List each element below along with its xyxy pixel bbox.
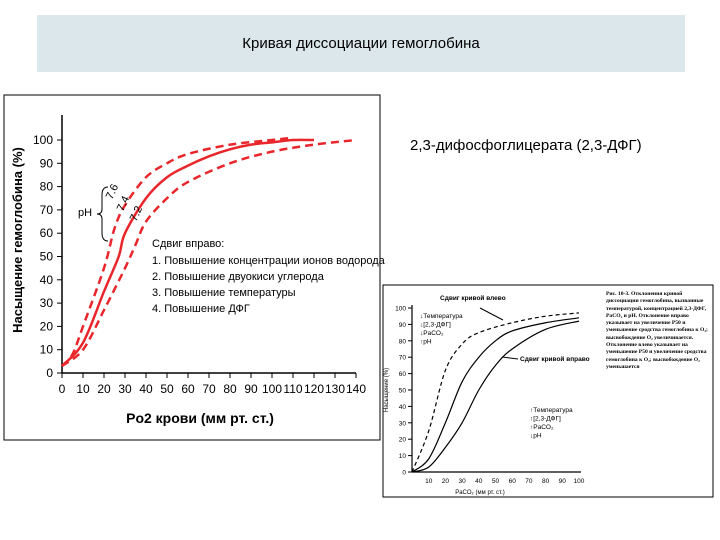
y-tick-label: 10: [40, 343, 54, 357]
y-tick-label: 50: [40, 250, 54, 264]
left-shift-label: Сдвиг кривой влево: [440, 294, 506, 302]
y-tick-label-2: 70: [399, 355, 407, 362]
y-tick-label-2: 20: [399, 437, 407, 444]
right-shift-factor: ↑Температура: [530, 407, 573, 414]
x-tick-label: 60: [181, 382, 195, 396]
y-tick-label: 100: [33, 133, 53, 147]
curve-2-0: [411, 312, 580, 473]
curve-2-1: [411, 317, 580, 473]
x-tick-label: 120: [304, 382, 324, 396]
x-tick-label-2: 90: [559, 478, 567, 485]
x-tick-label: 140: [346, 382, 366, 396]
ph-value-label: 7.4: [115, 194, 132, 213]
x-tick-label-2: 100: [574, 478, 585, 485]
figure-caption: Рис. 10-3. Отклонения кривой диссоциации…: [606, 291, 708, 370]
x-tick-label: 70: [202, 382, 216, 396]
x-tick-label-2: 30: [458, 478, 466, 485]
slide-title-bar: Кривая диссоциации гемоглобина: [37, 15, 685, 72]
ph-value-label: 7.2: [128, 204, 145, 223]
y-tick-label-2: 100: [395, 306, 406, 313]
annotation-item: 4. Повышение ДФГ: [152, 303, 250, 315]
x-tick-label-2: 70: [525, 478, 533, 485]
x-tick-label: 100: [262, 382, 282, 396]
right-shift-label: Сдвиг кривой вправо: [520, 355, 590, 363]
y-tick-label: 90: [40, 156, 54, 170]
annotation-item: 1. Повышение концентрации ионов водорода: [152, 255, 386, 267]
ph-label: pH: [78, 207, 92, 219]
ph-bracket: [96, 186, 109, 242]
x-tick-label: 40: [139, 382, 153, 396]
slide-note: 2,3-дифосфоглицерата (2,3-ДФГ): [410, 137, 642, 154]
y-tick-label-2: 50: [399, 388, 407, 395]
y-tick-label-2: 60: [399, 371, 407, 378]
left-shift-factor: ↓PaCO₂: [420, 330, 444, 337]
ph-value-label: 7.6: [104, 182, 121, 201]
right-shift-arrow: [501, 356, 519, 360]
curve-ph-7.2: [61, 138, 357, 368]
y-tick-label: 0: [46, 366, 53, 380]
chart2-frame: [382, 284, 714, 498]
y-tick-label-2: 80: [399, 338, 407, 345]
x-tick-label: 30: [118, 382, 132, 396]
left-shift-factor: ↓Температура: [420, 313, 463, 320]
right-shift-factor: ↑PaCO₂: [530, 424, 554, 431]
x-axis-label: Po2 крови (мм рт. ст.): [126, 410, 274, 426]
x-tick-label-2: 40: [475, 478, 483, 485]
annotation-item: 2. Повышение двуокиси углерода: [152, 271, 325, 283]
right-shift-factor: ↓pH: [530, 433, 542, 440]
y-tick-label: 80: [40, 180, 54, 194]
x-tick-label: 110: [283, 382, 302, 396]
x-tick-label-2: 10: [425, 478, 433, 485]
x-tick-label: 10: [76, 382, 90, 396]
left-shift-arrow: [479, 307, 504, 321]
x-tick-label: 50: [160, 382, 174, 396]
y-tick-label: 60: [40, 226, 54, 240]
right-shift-factor: ↑[2,3-ДФГ]: [530, 416, 561, 423]
x-tick-label-2: 20: [442, 478, 450, 485]
x-tick-label: 90: [244, 382, 258, 396]
curve-2-2: [411, 320, 580, 473]
x-tick-label-2: 60: [509, 478, 517, 485]
figure-caption-box: Рис. 10-3. Отклонения кривой диссоциации…: [606, 291, 708, 370]
y-tick-label-2: 10: [399, 453, 407, 460]
curve-ph-7.4: [61, 138, 315, 367]
y-axis-label-2: Насыщение (%): [384, 368, 390, 412]
y-tick-label-2: 90: [399, 322, 407, 329]
y-tick-label-2: 30: [399, 420, 407, 427]
x-tick-label-2: 80: [542, 478, 550, 485]
y-tick-label: 20: [40, 319, 54, 333]
annotation-title: Сдвиг вправо:: [152, 238, 224, 250]
y-tick-label-2: 0: [402, 470, 406, 477]
left-shift-factor: ↓[2,3-ДФГ]: [420, 322, 451, 329]
annotation-item: 3. Повышение температуры: [152, 287, 296, 299]
y-axis-label: Насыщение гемоглобина (%): [10, 147, 25, 333]
x-tick-label: 80: [223, 382, 237, 396]
curve-ph-7.6: [61, 136, 294, 367]
y-tick-label-2: 40: [399, 404, 407, 411]
x-tick-label: 130: [325, 382, 345, 396]
x-tick-label: 0: [59, 382, 66, 396]
slide-title: Кривая диссоциации гемоглобина: [242, 35, 480, 52]
y-tick-label: 70: [40, 203, 54, 217]
y-tick-label: 30: [40, 296, 54, 310]
x-tick-label-2: 50: [492, 478, 500, 485]
y-tick-label: 40: [40, 273, 54, 287]
x-axis-label-2: PaCO₂ (мм рт. ст.): [455, 490, 505, 496]
x-tick-label: 20: [97, 382, 111, 396]
left-shift-factor: ↑pH: [420, 339, 432, 346]
